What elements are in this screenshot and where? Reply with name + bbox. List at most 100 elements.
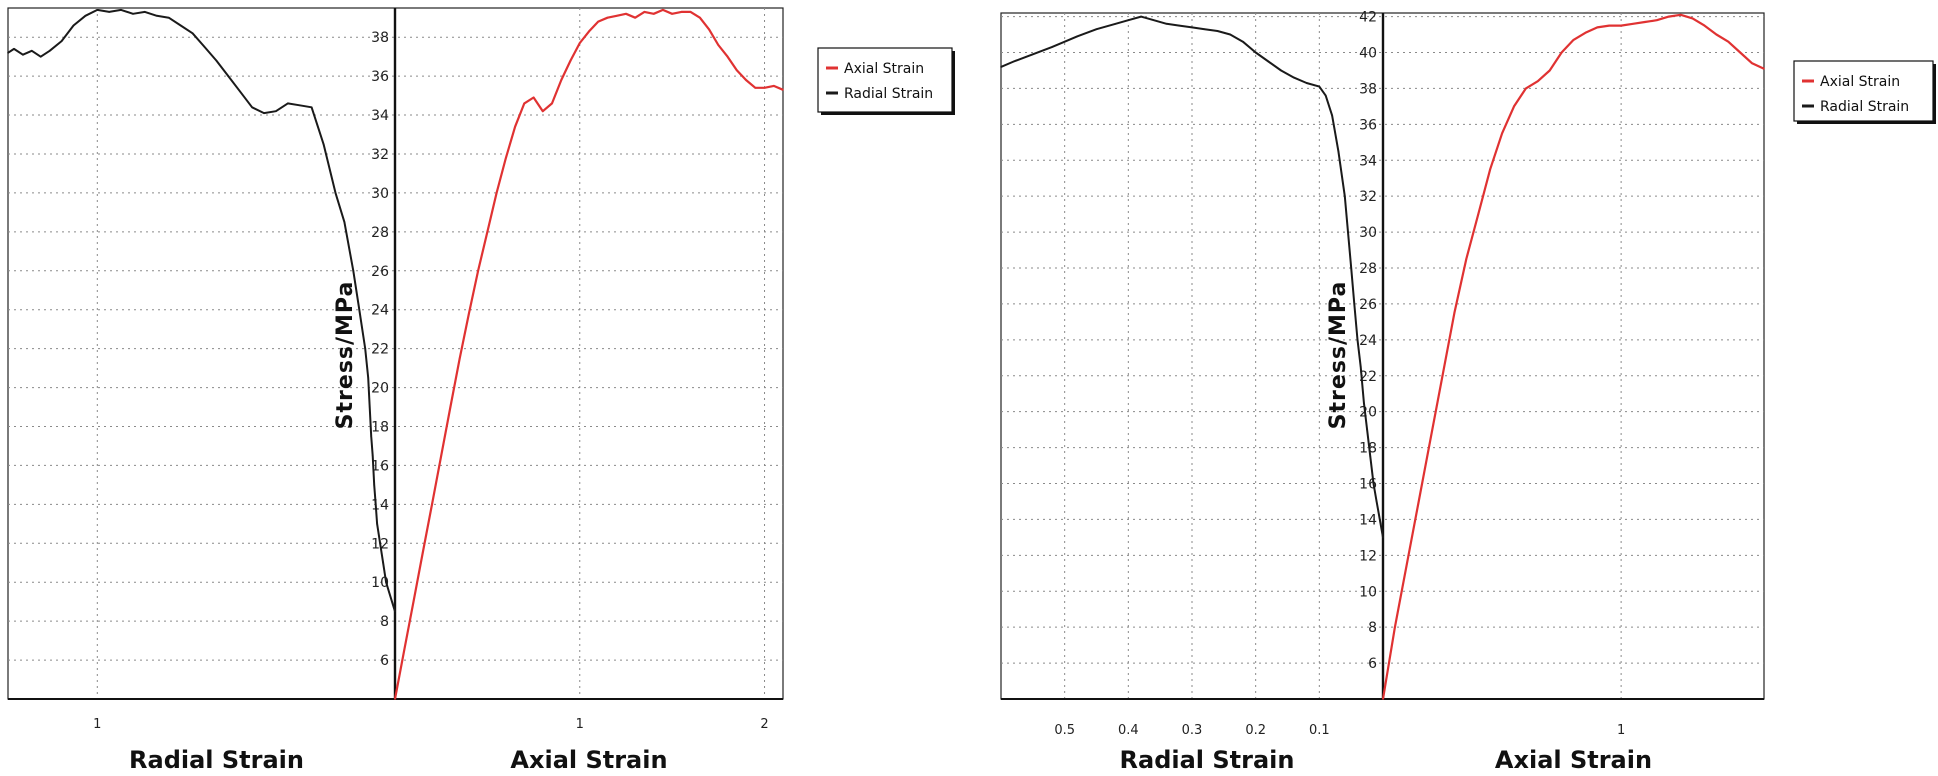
axial-strain-point: [588, 30, 590, 33]
radial-strain-point: [1032, 53, 1034, 56]
radial-strain-point: [1063, 40, 1066, 43]
y-tick-label: 10: [1359, 584, 1377, 600]
legend-label-radial: Radial Strain: [1820, 99, 1909, 115]
radial-strain-point: [191, 32, 194, 35]
radial-strain-point: [370, 435, 372, 438]
radial-strain-point: [388, 591, 390, 593]
radial-strain-point: [1095, 28, 1098, 30]
axial-strain-point: [699, 16, 701, 19]
axial-strain-point: [514, 125, 516, 128]
y-tick-label: 38: [371, 30, 389, 46]
radial-strain-point: [394, 610, 396, 613]
axial-strain-point: [1751, 62, 1753, 65]
axial-strain-point: [1644, 21, 1646, 23]
axial-strain-point: [1739, 51, 1741, 54]
legend: Axial Strain Radial Strain: [1793, 60, 1936, 124]
radial-strain-point: [120, 9, 122, 11]
axial-strain-point: [745, 79, 747, 81]
y-tick-label: 6: [1368, 656, 1377, 672]
legend: Axial Strain Radial Strain: [817, 47, 955, 115]
radial-strain-point: [373, 484, 375, 486]
radial-strain-point: [1267, 60, 1270, 63]
radial-strain-point: [343, 221, 346, 223]
radial-strain-point: [227, 75, 230, 77]
radial-strain-point: [358, 308, 361, 311]
axial-strain-point: [606, 16, 609, 19]
axial-strain-point: [1584, 31, 1587, 34]
axial-strain-point: [662, 9, 664, 11]
radial-strain-point: [167, 16, 170, 19]
axial-strain-point: [597, 20, 600, 23]
y-tick-label: 30: [371, 186, 389, 202]
axial-strain-point: [1608, 24, 1611, 27]
axial-strain-point: [486, 231, 489, 233]
y-axis-title: Stress/MPa: [333, 281, 358, 430]
radial-strain-point: [1242, 40, 1244, 43]
axial-strain-point: [1667, 15, 1670, 18]
y-tick-label: 6: [380, 653, 389, 669]
y-tick-label: 20: [1359, 405, 1377, 421]
radial-strain-point: [132, 13, 134, 15]
radial-strain-point: [1372, 482, 1375, 485]
radial-strain-point: [334, 192, 337, 194]
grid: [8, 8, 783, 699]
radial-strain-point: [1000, 66, 1002, 68]
radial-strain-point: [144, 11, 146, 13]
radial-strain-point: [1337, 150, 1340, 153]
axial-strain-point: [1727, 40, 1730, 43]
y-tick-label: 28: [371, 225, 389, 241]
y-tick-label: 28: [1359, 261, 1377, 277]
radial-strain-title: Radial Strain: [129, 746, 304, 774]
axial-strain-point: [1632, 22, 1634, 25]
legend-label-axial: Axial Strain: [1820, 74, 1900, 90]
axial-strain-point: [680, 11, 683, 13]
radial-strain-point: [1375, 500, 1378, 503]
radial-strain-point: [1280, 69, 1282, 72]
radial-strain-point: [1369, 455, 1372, 458]
y-tick-label: 34: [1359, 153, 1377, 169]
y-tick-label: 22: [371, 342, 389, 358]
radial-strain-point: [322, 143, 325, 146]
axial-strain-point: [449, 406, 452, 408]
y-tick-label: 18: [1359, 441, 1377, 457]
y-tick-label: 14: [1359, 512, 1377, 528]
axial-strain-point: [1620, 24, 1622, 27]
radial-strain-point: [1216, 30, 1219, 32]
axial-strain-point: [1501, 132, 1503, 135]
radial-strain-point: [239, 90, 241, 93]
radial-strain-point: [251, 106, 253, 109]
legend-label-radial: Radial Strain: [844, 86, 933, 102]
axial-strain-point: [468, 312, 470, 315]
radial-strain-point: [84, 14, 87, 17]
radial-strain-point: [48, 50, 51, 52]
axial-strain-point: [717, 44, 720, 46]
axial-strain-point: [708, 28, 710, 31]
radial-strain-point: [380, 552, 383, 554]
radial-strain-point: [383, 571, 386, 574]
y-tick-label: 40: [1359, 46, 1377, 62]
axial-strain-title: Axial Strain: [510, 746, 667, 774]
axial-strain-point: [643, 11, 646, 13]
radial-strain-point: [1127, 19, 1130, 21]
axial-strain-point: [625, 13, 627, 15]
grid: [1001, 13, 1764, 699]
radial-strain-line: [1000, 15, 1384, 538]
radial-strain-point: [156, 14, 158, 17]
axial-strain-point: [560, 79, 563, 81]
axial-strain-point: [652, 13, 655, 15]
axial-strain-point: [532, 96, 535, 99]
x-tick-label: 0.5: [1054, 723, 1075, 738]
y-tick-label: 32: [371, 147, 389, 163]
axial-strain-point: [1489, 168, 1491, 171]
axial-strain-point: [689, 11, 692, 13]
radial-strain-point: [1359, 365, 1362, 368]
radial-strain-point: [382, 561, 384, 564]
axial-strain-point: [578, 42, 581, 44]
axial-strain-point: [1513, 105, 1515, 108]
radial-strain-point: [179, 24, 182, 27]
axial-strain-point: [1525, 87, 1527, 90]
axial-strain-point: [542, 110, 544, 112]
axial-strain-point: [736, 69, 738, 72]
y-tick-label: 42: [1359, 10, 1377, 26]
y-tick-label: 12: [1359, 548, 1377, 564]
